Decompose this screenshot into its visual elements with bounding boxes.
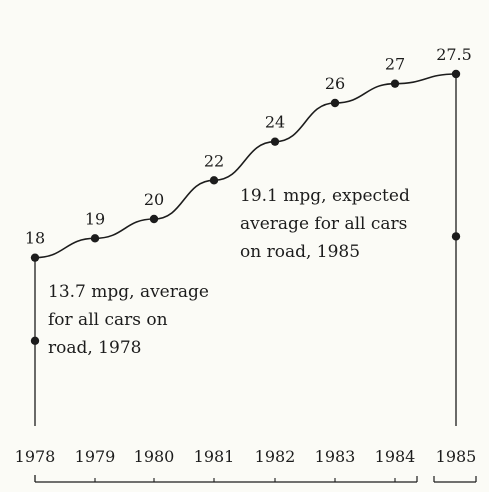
data-point-1984: [390, 79, 400, 88]
value-label-1980: 20: [144, 190, 164, 209]
x-tick-label-1980: 1980: [134, 447, 175, 466]
annotation-point-1985: [451, 232, 461, 241]
x-tick-label-1982: 1982: [255, 447, 296, 466]
value-label-1978: 18: [25, 229, 45, 248]
data-point-1982: [270, 137, 280, 146]
x-axis: 1978 1979 1980 1981 1982 1983 1984 1985: [15, 447, 477, 483]
value-label-1981: 22: [204, 151, 224, 170]
annotation-1978-line-2: for all cars on: [48, 310, 168, 330]
x-tick-label-1983: 1983: [315, 447, 356, 466]
x-tick-label-1985: 1985: [436, 447, 477, 466]
x-tick-label-1984: 1984: [375, 447, 416, 466]
annotation-1978-line-3: road, 1978: [48, 338, 141, 358]
data-point-1980: [149, 214, 159, 224]
x-tick-label-1981: 1981: [194, 447, 235, 466]
value-labels: 18 19 20 22 24 26 27 27.5: [25, 45, 472, 248]
series-line: [34, 73, 457, 259]
value-label-1982: 24: [265, 113, 285, 132]
data-point-1981: [209, 176, 219, 185]
data-point-1983: [330, 98, 340, 108]
x-tick-label-1979: 1979: [75, 447, 116, 466]
value-label-1983: 26: [325, 74, 345, 93]
annotation-points: [30, 232, 461, 345]
data-point-1985: [451, 69, 461, 79]
data-points: [30, 69, 461, 262]
value-label-1979: 19: [85, 209, 105, 228]
data-point-1979: [90, 234, 100, 243]
annotation-1985-line-3: on road, 1985: [240, 242, 360, 262]
annotation-point-1978: [30, 336, 40, 345]
value-label-1984: 27: [385, 55, 405, 74]
x-tick-label-1978: 1978: [15, 447, 56, 466]
annotation-1985-line-2: average for all cars: [240, 214, 407, 234]
value-label-1985: 27.5: [436, 45, 472, 64]
annotation-1985-line-1: 19.1 mpg, expected: [240, 186, 410, 206]
annotation-1978-line-1: 13.7 mpg, average: [48, 282, 209, 302]
data-point-1978: [30, 253, 40, 262]
